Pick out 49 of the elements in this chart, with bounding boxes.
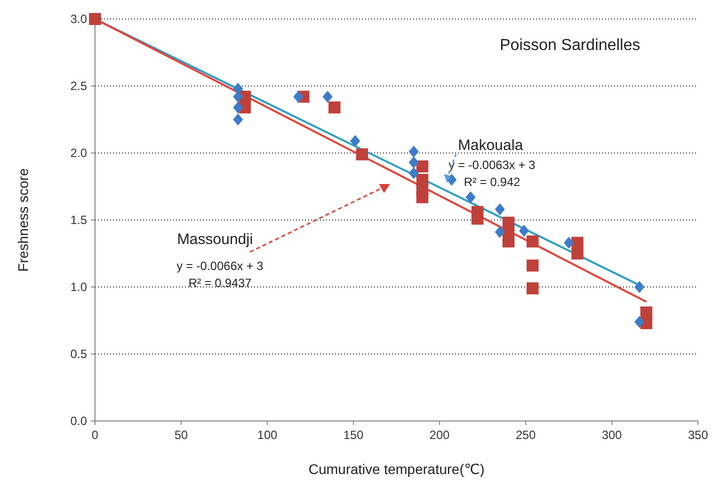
y-axis-title: Freshness score: [15, 168, 31, 272]
y-tick-label: 0.5: [70, 347, 88, 361]
y-tick-label: 1.0: [70, 280, 88, 294]
point: [471, 212, 484, 225]
annotation: R² = 0.942: [464, 175, 521, 189]
point: [350, 134, 360, 147]
point: [494, 203, 505, 216]
x-tick-label: 50: [174, 428, 188, 442]
x-tick-label: 150: [343, 428, 364, 442]
point: [416, 191, 428, 204]
point: [328, 101, 340, 114]
y-tick-label: 2.0: [70, 146, 88, 160]
point: [518, 224, 529, 237]
point: [408, 146, 419, 158]
y-tick-label: 0.0: [70, 414, 88, 428]
point: [416, 160, 428, 172]
x-tick-label: 350: [688, 428, 708, 442]
x-tick-label: 0: [92, 428, 99, 442]
annotation: Makouala: [458, 137, 524, 154]
annotation: Massoundji: [177, 231, 253, 248]
x-tick-label: 200: [430, 428, 450, 442]
point: [232, 114, 243, 126]
y-tick-label: 2.5: [70, 79, 88, 93]
annotation: y = -0.0066x + 3: [176, 259, 264, 273]
x-tick-label: 250: [516, 428, 536, 442]
x-tick-label: 100: [257, 428, 278, 442]
x-axis-title: Cumurative temperature(℃): [308, 461, 484, 477]
point: [634, 281, 644, 293]
point: [293, 90, 304, 103]
point: [526, 235, 539, 248]
point: [634, 316, 644, 328]
point: [232, 101, 243, 114]
point: [564, 236, 574, 249]
x-tick-label: 300: [602, 428, 622, 442]
annotation: R² = 0.9437: [188, 276, 252, 290]
point: [502, 235, 514, 248]
text: Poisson Sardinelles: [500, 37, 640, 54]
y-tick-label: 3.0: [70, 12, 88, 26]
point: [408, 167, 419, 180]
point: [408, 156, 419, 168]
point: [356, 148, 368, 160]
point: [526, 282, 539, 294]
point: [526, 260, 539, 272]
point: [322, 90, 333, 103]
point: [466, 191, 476, 204]
point: [89, 13, 101, 25]
y-tick-label: 1.5: [70, 213, 88, 227]
point: [571, 248, 584, 260]
point: [494, 226, 505, 238]
